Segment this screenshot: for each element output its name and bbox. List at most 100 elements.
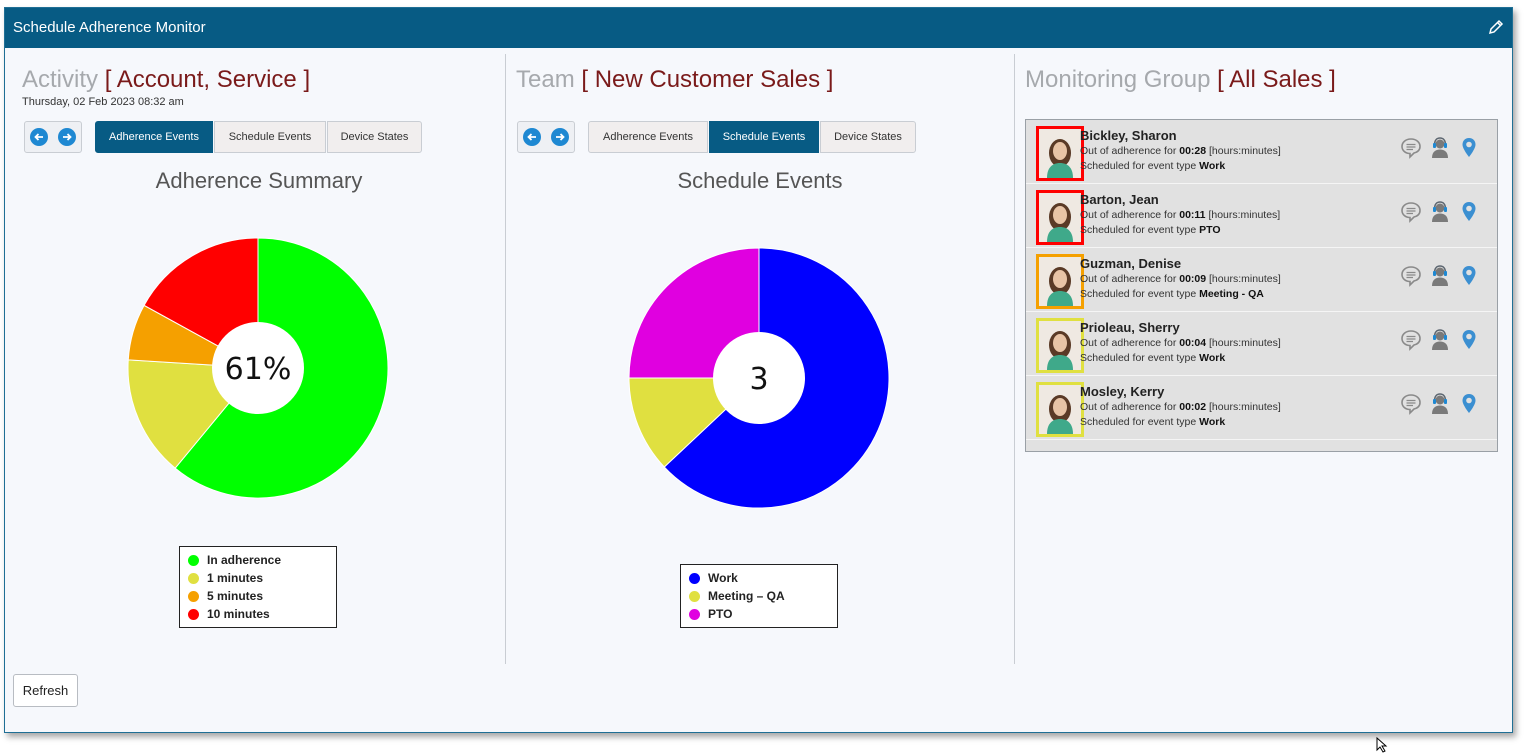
pencil-icon[interactable] [1488, 19, 1504, 35]
legend-item: 1 minutes [188, 569, 328, 587]
prev-arrow-icon[interactable] [523, 128, 541, 146]
chat-icon[interactable] [1400, 200, 1422, 224]
tab-device-states[interactable]: Device States [820, 121, 916, 153]
agent-headset-icon[interactable] [1429, 328, 1451, 352]
heading-label: Monitoring Group [1025, 66, 1211, 93]
legend-swatch [188, 608, 199, 620]
agent-name[interactable]: Bickley, Sharon [1080, 128, 1177, 143]
location-pin-icon[interactable] [1458, 200, 1480, 224]
agent-name[interactable]: Barton, Jean [1080, 192, 1159, 207]
location-pin-icon[interactable] [1458, 264, 1480, 288]
agent-actions [1400, 328, 1487, 352]
agent-adherence-line: Out of adherence for 00:02 [hours:minute… [1080, 401, 1281, 413]
agent-photo [1036, 190, 1084, 245]
adherence-time: 00:28 [1179, 145, 1207, 157]
agent-row[interactable]: Mosley, Kerry Out of adherence for 00:02 … [1026, 376, 1497, 440]
heading-value[interactable]: [ New Customer Sales ] [581, 66, 834, 93]
adherence-prefix: Out of adherence for [1080, 273, 1177, 285]
next-arrow-icon[interactable] [551, 128, 569, 146]
agent-row[interactable]: Bickley, Sharon Out of adherence for 00:2… [1026, 120, 1497, 184]
heading-value[interactable]: [ All Sales ] [1217, 66, 1336, 93]
next-arrow-icon[interactable] [58, 128, 76, 146]
heading-value[interactable]: [ Account, Service ] [104, 66, 311, 93]
panel-divider [1014, 54, 1015, 664]
donut-center-label: 61% [225, 352, 292, 387]
schedule-prefix: Scheduled for event type [1080, 160, 1197, 172]
legend-swatch [188, 590, 199, 602]
donut-hole [212, 322, 304, 414]
schedule-prefix: Scheduled for event type [1080, 352, 1197, 364]
legend-label: 5 minutes [207, 589, 264, 603]
heading-label: Team [516, 66, 575, 93]
tab-schedule-events[interactable]: Schedule Events [709, 121, 819, 153]
nav-group [517, 121, 575, 153]
activity-tabs: Adherence Events Schedule Events Device … [95, 121, 423, 153]
location-pin-icon[interactable] [1458, 136, 1480, 160]
heading-label: Activity [22, 66, 99, 93]
location-pin-icon[interactable] [1458, 392, 1480, 416]
legend-item: 5 minutes [188, 587, 328, 605]
prev-arrow-icon[interactable] [30, 128, 48, 146]
adherence-pie-chart: 61% [127, 237, 389, 499]
tab-schedule-events[interactable]: Schedule Events [214, 121, 326, 153]
legend-item: In adherence [188, 551, 328, 569]
team-tabs: Adherence Events Schedule Events Device … [588, 121, 917, 153]
tab-adherence-events[interactable]: Adherence Events [95, 121, 213, 153]
agent-name[interactable]: Mosley, Kerry [1080, 384, 1165, 399]
donut-hole [713, 332, 805, 424]
adherence-prefix: Out of adherence for [1080, 337, 1177, 349]
agent-schedule-line: Scheduled for event type Work [1080, 160, 1225, 172]
window-title: Schedule Adherence Monitor [13, 19, 206, 36]
agent-name[interactable]: Guzman, Denise [1080, 256, 1182, 271]
agent-name[interactable]: Prioleau, Sherry [1080, 320, 1180, 335]
schedule-event-type: Work [1199, 416, 1226, 428]
agent-row[interactable]: Barton, Jean Out of adherence for 00:11 [… [1026, 184, 1497, 248]
schedule-events-legend: Work Meeting – QA PTO [680, 564, 838, 628]
legend-item: 10 minutes [188, 605, 328, 623]
legend-swatch [188, 572, 199, 584]
agent-row[interactable]: Guzman, Denise Out of adherence for 00:09… [1026, 248, 1497, 312]
agent-headset-icon[interactable] [1429, 392, 1451, 416]
legend-label: 10 minutes [207, 607, 270, 621]
chat-icon[interactable] [1400, 392, 1422, 416]
schedule-adherence-window: Schedule Adherence Monitor Activity [ Ac… [4, 7, 1513, 733]
agent-schedule-line: Scheduled for event type PTO [1080, 224, 1221, 236]
tab-device-states[interactable]: Device States [327, 121, 422, 153]
chat-icon[interactable] [1400, 264, 1422, 288]
adherence-prefix: Out of adherence for [1080, 209, 1177, 221]
agent-adherence-line: Out of adherence for 00:11 [hours:minute… [1080, 209, 1280, 221]
adherence-time: 00:11 [1179, 209, 1206, 221]
legend-label: 1 minutes [207, 571, 264, 585]
schedule-event-type: Work [1199, 352, 1226, 364]
adherence-time: 00:04 [1179, 337, 1207, 349]
panel-divider [505, 54, 506, 664]
chart-title: Adherence Summary [155, 168, 363, 193]
activity-panel: Activity [ Account, Service ] Thursday, … [22, 66, 310, 108]
adherence-time: 00:09 [1179, 273, 1207, 285]
agent-headset-icon[interactable] [1429, 136, 1451, 160]
adherence-unit: [hours:minutes] [1209, 337, 1281, 349]
location-pin-icon[interactable] [1458, 328, 1480, 352]
team-heading: Team [ New Customer Sales ] [516, 66, 833, 94]
schedule-prefix: Scheduled for event type [1080, 224, 1197, 236]
tab-adherence-events[interactable]: Adherence Events [588, 121, 708, 153]
agent-headset-icon[interactable] [1429, 200, 1451, 224]
agent-actions [1400, 264, 1487, 288]
legend-swatch [689, 608, 700, 620]
agent-schedule-line: Scheduled for event type Work [1080, 352, 1225, 364]
adherence-unit: [hours:minutes] [1209, 273, 1281, 285]
chat-icon[interactable] [1400, 328, 1422, 352]
schedule-prefix: Scheduled for event type [1080, 288, 1197, 300]
legend-item: PTO [689, 605, 829, 623]
refresh-button[interactable]: Refresh [13, 674, 78, 707]
agent-schedule-line: Scheduled for event type Meeting - QA [1080, 288, 1264, 300]
agent-photo [1036, 254, 1084, 309]
schedule-events-pie-chart: 3 [628, 247, 890, 509]
agent-row[interactable]: Prioleau, Sherry Out of adherence for 00:… [1026, 312, 1497, 376]
chat-icon[interactable] [1400, 136, 1422, 160]
agent-headset-icon[interactable] [1429, 264, 1451, 288]
legend-label: In adherence [207, 553, 282, 567]
legend-swatch [188, 554, 199, 566]
agent-actions [1400, 200, 1487, 224]
adherence-prefix: Out of adherence for [1080, 145, 1177, 157]
